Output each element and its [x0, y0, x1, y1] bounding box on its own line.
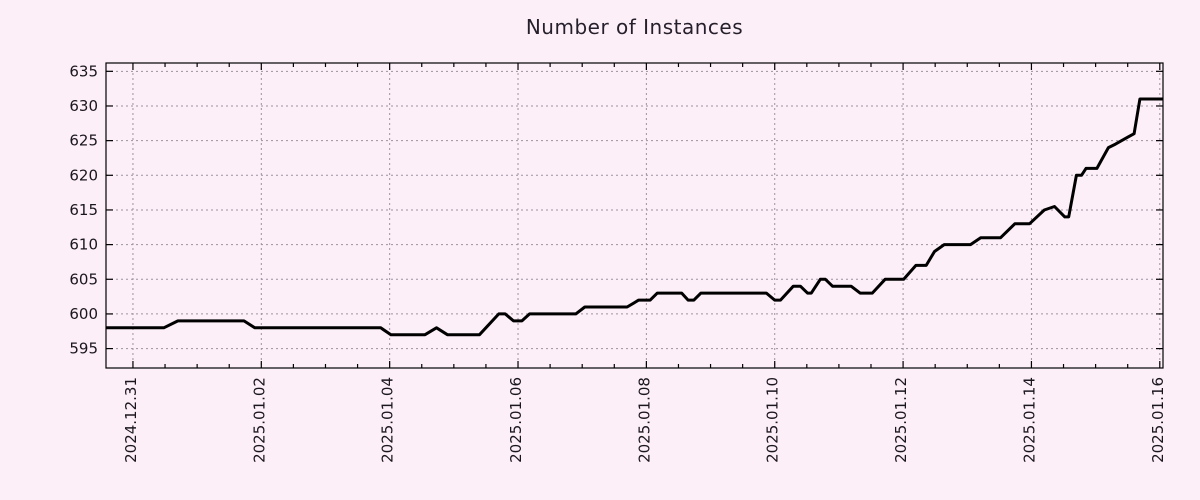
- y-axis-tick-label: 625: [69, 132, 98, 150]
- y-axis-tick-label: 600: [69, 305, 98, 323]
- x-axis-tick-label: 2025.01.08: [635, 377, 653, 463]
- x-axis-tick-label: 2025.01.16: [1149, 377, 1167, 463]
- chart-title: Number of Instances: [525, 15, 744, 39]
- y-axis-tick-label: 595: [69, 340, 98, 358]
- plot-border: [105, 62, 1164, 369]
- x-axis-tick-label: 2025.01.10: [764, 377, 782, 463]
- y-axis-tick-label: 620: [69, 166, 98, 184]
- y-axis-tick-label: 605: [69, 270, 98, 288]
- series-line-instances: [106, 97, 1163, 337]
- x-axis-tick-label: 2025.01.12: [892, 377, 910, 463]
- x-axis-tick-label: 2025.01.02: [250, 377, 268, 463]
- x-axis-tick-label: 2025.01.14: [1020, 377, 1038, 463]
- x-axis-tick-label: 2025.01.06: [507, 377, 525, 463]
- x-axis-tick-label: 2025.01.04: [379, 377, 397, 463]
- x-axis-tick-label: 2024.12.31: [122, 377, 140, 463]
- y-axis-tick-label: 630: [69, 97, 98, 115]
- y-axis-tick-label: 635: [69, 62, 98, 80]
- y-axis-tick-label: 610: [69, 236, 98, 254]
- y-axis-tick-label: 615: [69, 201, 98, 219]
